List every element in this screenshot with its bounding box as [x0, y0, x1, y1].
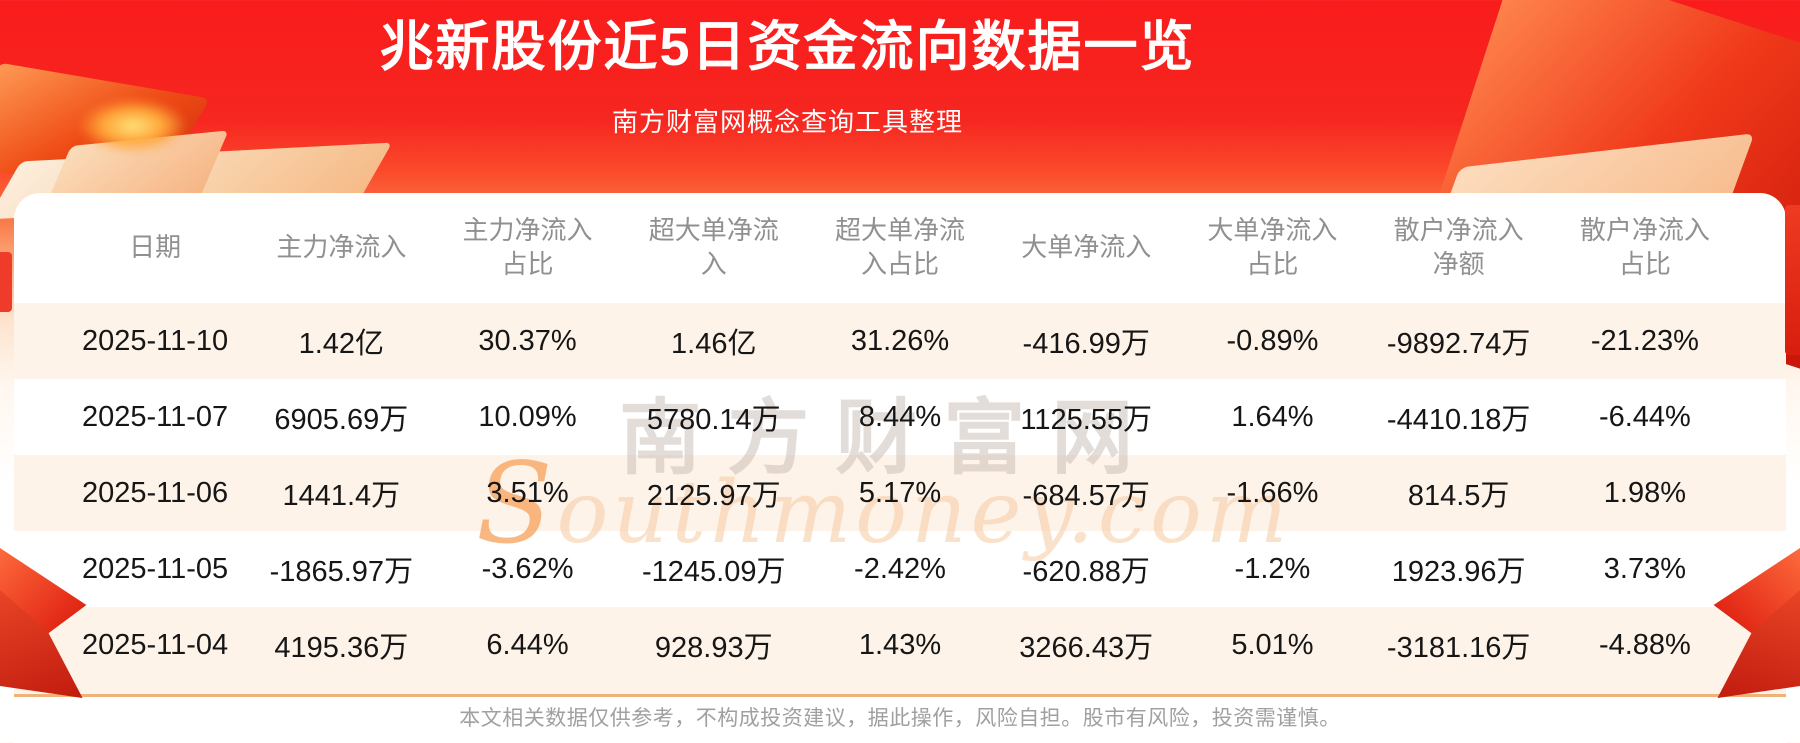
table-cell: -1865.97万 [269, 556, 414, 588]
table-cell: 5780.14万 [646, 404, 781, 436]
table-cell: 3.73% [1603, 552, 1686, 585]
table-cell-date: 2025-11-07 [82, 400, 229, 433]
table-cell: -2.42% [854, 552, 946, 585]
table-cell: -1.66% [1226, 476, 1319, 509]
col-header-large-order-inflow-pct: 大单净流入 占比 [1207, 215, 1338, 279]
data-card: 南方财富网 Southmoney.com 日期 主力净流入 主力净流入 占比 超… [14, 193, 1786, 743]
disclaimer-text: 本文相关数据仅供参考，不构成投资建议，据此操作，风险自担。股市有风险，投资需谨慎… [459, 707, 1341, 730]
table-cell: -684.57万 [1022, 480, 1150, 512]
col-header-retail-inflow: 散户净流入 净额 [1393, 215, 1524, 279]
table-cell: 814.5万 [1407, 480, 1510, 512]
page-subtitle: 南方财富网概念查询工具整理 [611, 107, 963, 138]
table-cell: 3266.43万 [1019, 632, 1154, 664]
table-cell: -21.23% [1590, 324, 1699, 357]
table-cell: -6.44% [1598, 400, 1691, 433]
table-cell: 8.44% [858, 400, 942, 433]
table-row: 2025-11-04 4195.36万 6.44% 928.93万 1.43% … [14, 607, 1786, 683]
table-cell: 2125.97万 [646, 480, 781, 512]
col-header-main-inflow: 主力净流入 [276, 232, 407, 263]
table-cell: -3.62% [481, 552, 574, 585]
table-cell: 1.42亿 [298, 328, 385, 360]
banner: 兆新股份近5日资金流向数据一览 南方财富网概念查询工具整理 [0, 16, 1575, 139]
table-cell: 3.51% [486, 476, 569, 509]
table-cell: -9892.74万 [1386, 328, 1531, 360]
red-edge-decoration-left [0, 252, 12, 312]
table-cell: 1.98% [1603, 476, 1686, 509]
table-cell: 5.17% [858, 476, 942, 509]
col-header-date: 日期 [129, 232, 182, 263]
table-cell: 928.93万 [654, 632, 773, 664]
page-title: 兆新股份近5日资金流向数据一览 [379, 17, 1196, 77]
table-cell: 1125.55万 [1020, 404, 1153, 436]
table-header-row: 日期 主力净流入 主力净流入 占比 超大单净流 入 超大单净流 入占比 大单净流… [14, 193, 1786, 303]
table-cell-date: 2025-11-10 [82, 324, 229, 357]
table-cell-date: 2025-11-05 [82, 552, 229, 585]
col-header-xl-order-inflow: 超大单净流 入 [648, 215, 779, 279]
table-cell: 1.43% [858, 628, 942, 661]
table-row: 2025-11-06 1441.4万 3.51% 2125.97万 5.17% … [14, 455, 1786, 531]
table-cell: 4195.36万 [274, 632, 409, 664]
row-stripe [14, 455, 1786, 531]
table-cell: 1.46亿 [671, 328, 757, 360]
table-row: 2025-11-10 1.42亿 30.37% 1.46亿 31.26% -41… [14, 303, 1786, 379]
table-cell: 1.64% [1231, 400, 1314, 433]
table-cell: -620.88万 [1022, 556, 1150, 588]
table-cell: -3181.16万 [1386, 632, 1531, 664]
table-cell: 6.44% [486, 628, 569, 661]
table-cell: 30.37% [478, 324, 577, 357]
table-cell-date: 2025-11-04 [82, 628, 229, 661]
red-edge-decoration-right [1785, 205, 1800, 355]
table-cell: 5.01% [1231, 628, 1314, 661]
table-cell: 1923.96万 [1391, 556, 1526, 588]
table-cell: -4.88% [1598, 628, 1691, 661]
row-stripe-with-separator [14, 607, 1786, 697]
table-cell: -1245.09万 [642, 556, 786, 588]
col-header-large-order-inflow: 大单净流入 [1021, 232, 1152, 263]
table-cell: -4410.18万 [1386, 404, 1531, 436]
col-header-retail-inflow-pct: 散户净流入 占比 [1579, 215, 1710, 279]
table-cell: 31.26% [850, 324, 950, 357]
table-row: 2025-11-05 -1865.97万 -3.62% -1245.09万 -2… [14, 531, 1786, 607]
col-header-main-inflow-pct: 主力净流入 占比 [462, 215, 593, 279]
table-cell: -416.99万 [1022, 328, 1150, 360]
table-cell: 10.09% [478, 400, 577, 433]
table-row: 2025-11-07 6905.69万 10.09% 5780.14万 8.44… [14, 379, 1786, 455]
col-header-xl-order-inflow-pct: 超大单净流 入占比 [834, 215, 965, 279]
table-cell: -1.2% [1234, 552, 1311, 585]
table-cell-date: 2025-11-06 [82, 476, 229, 509]
table-cell: 6905.69万 [274, 404, 409, 436]
table-cell: -0.89% [1226, 324, 1319, 357]
table-cell: 1441.4万 [282, 480, 401, 512]
